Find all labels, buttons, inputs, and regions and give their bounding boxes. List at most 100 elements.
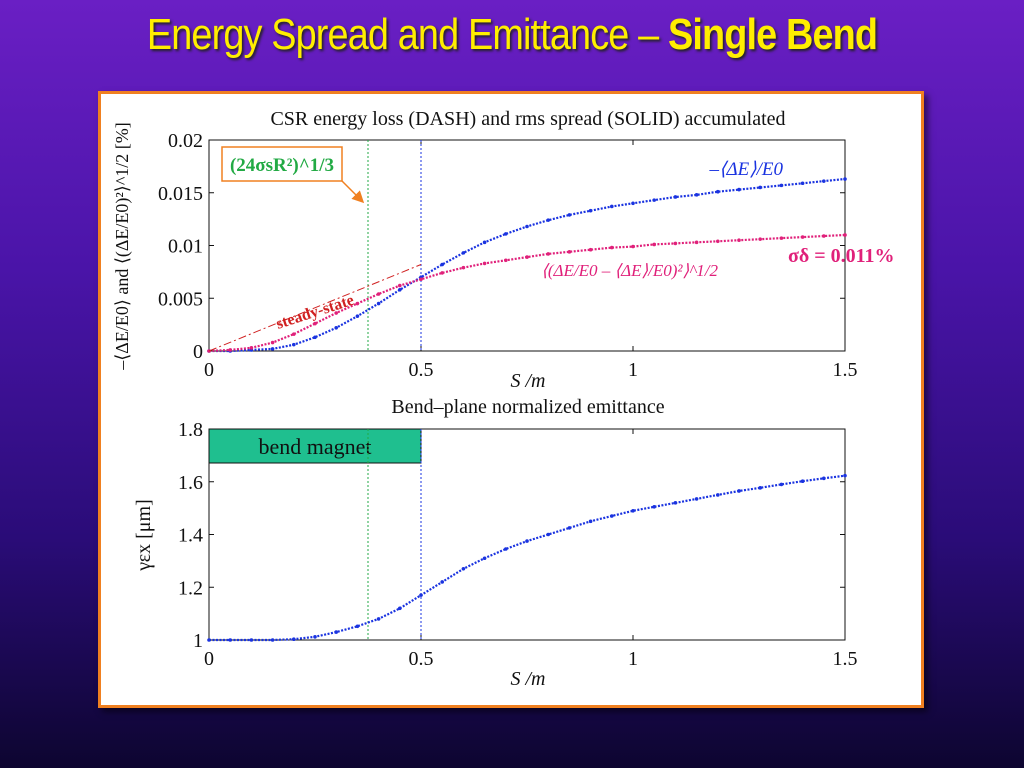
y-tick-label: 0.01 xyxy=(168,236,203,258)
data-point xyxy=(631,201,635,206)
bend-magnet-rect xyxy=(208,428,422,464)
data-point xyxy=(758,185,762,190)
bottom-vlines xyxy=(367,429,422,640)
data-point xyxy=(249,346,254,350)
data-point xyxy=(588,208,593,213)
data-point xyxy=(355,301,360,306)
data-point xyxy=(567,250,572,254)
top-chart: CSR energy loss (DASH) and rms spread (S… xyxy=(112,108,895,392)
data-point xyxy=(525,539,529,543)
data-point xyxy=(440,271,445,275)
data-point xyxy=(737,489,741,493)
data-point xyxy=(355,314,360,318)
data-point xyxy=(504,547,508,551)
data-point xyxy=(800,479,805,484)
data-point xyxy=(800,235,805,239)
y-tick-label: 1 xyxy=(193,630,203,652)
data-point xyxy=(461,265,466,270)
bottom-chart-title: Bend–plane normalized emittance xyxy=(391,396,664,418)
data-point xyxy=(313,635,317,639)
data-point xyxy=(525,224,529,229)
data-point xyxy=(376,301,381,306)
bottom-chart: Bend–plane normalized emittance bend mag… xyxy=(133,396,858,690)
data-point xyxy=(758,486,762,490)
y-tick-label: 0.015 xyxy=(158,183,203,205)
data-point xyxy=(843,233,847,237)
data-point xyxy=(737,238,741,243)
slide-title: Energy Spread and Emittance – Single Ben… xyxy=(72,10,953,60)
data-point xyxy=(546,218,550,222)
data-point xyxy=(843,177,847,181)
data-point xyxy=(504,232,508,236)
box-arrow xyxy=(341,180,365,204)
data-point xyxy=(588,247,593,252)
data-point xyxy=(546,252,550,256)
data-point xyxy=(461,566,466,571)
data-point xyxy=(779,183,784,188)
data-point xyxy=(694,240,699,245)
x-tick-label: 1.5 xyxy=(833,648,858,670)
slide-title-main: Energy Spread and Emittance – xyxy=(146,10,668,59)
data-point xyxy=(270,340,275,345)
data-point xyxy=(461,251,466,255)
data-point xyxy=(228,638,232,642)
data-point xyxy=(716,239,720,244)
data-point xyxy=(440,580,445,584)
figure-svg: CSR energy loss (DASH) and rms spread (S… xyxy=(112,108,895,690)
data-point xyxy=(334,630,338,634)
data-point xyxy=(716,493,720,497)
data-point xyxy=(822,476,826,481)
data-point xyxy=(758,237,762,241)
data-point xyxy=(652,198,656,202)
top-y-axis-label: –⟨ΔE/E0⟩ and ⟨(ΔE/E0)²⟩^1/2 [%] xyxy=(112,122,133,371)
data-point xyxy=(694,193,699,197)
box-annotation-label: (24σsR²)^1/3 xyxy=(230,155,334,176)
data-point xyxy=(694,497,699,501)
data-point xyxy=(800,181,805,186)
y-tick-label: 1.6 xyxy=(178,472,203,494)
data-point xyxy=(525,255,529,259)
x-tick-label: 1 xyxy=(628,359,638,381)
data-point xyxy=(610,245,614,250)
sigma-label: σδ = 0.011% xyxy=(788,245,895,267)
y-tick-label: 1.8 xyxy=(178,419,203,441)
data-point xyxy=(419,593,423,597)
data-point xyxy=(546,532,550,537)
data-point xyxy=(631,508,635,513)
data-point xyxy=(567,213,572,217)
top-ticks: 0 0.5 1 1.5 0 0.005 0.01 0.015 0.02 xyxy=(158,130,858,381)
bottom-series xyxy=(207,473,847,642)
data-point xyxy=(292,342,296,347)
data-point xyxy=(270,638,275,642)
data-point xyxy=(779,236,784,240)
y-tick-label: 0 xyxy=(193,341,203,363)
data-point xyxy=(292,332,296,336)
data-point xyxy=(567,526,572,530)
data-point xyxy=(313,321,317,326)
data-point xyxy=(207,638,211,642)
data-point xyxy=(292,637,296,642)
data-point xyxy=(652,505,656,509)
data-point xyxy=(482,240,487,245)
slide-title-bold: Single Bend xyxy=(667,10,878,59)
x-tick-label: 1 xyxy=(628,648,638,670)
x-tick-label: 0.5 xyxy=(409,359,434,381)
top-x-axis-label: S /m xyxy=(511,370,546,392)
data-point xyxy=(673,195,678,199)
x-tick-label: 1.5 xyxy=(833,359,858,381)
data-point xyxy=(249,638,254,642)
data-point xyxy=(737,187,741,192)
data-point xyxy=(482,261,487,266)
data-point xyxy=(228,348,232,352)
data-point xyxy=(313,335,317,340)
bottom-plot-frame xyxy=(208,428,846,641)
x-tick-label: 0 xyxy=(204,648,214,670)
data-point xyxy=(398,283,402,288)
blue-series-label: –⟨ΔE⟩/E0 xyxy=(709,159,784,180)
data-point xyxy=(398,288,402,292)
data-point xyxy=(334,311,338,315)
data-point xyxy=(588,519,593,524)
bend-magnet-label: bend magnet xyxy=(258,434,371,459)
data-point xyxy=(779,482,784,487)
y-tick-label: 0.02 xyxy=(168,130,203,152)
